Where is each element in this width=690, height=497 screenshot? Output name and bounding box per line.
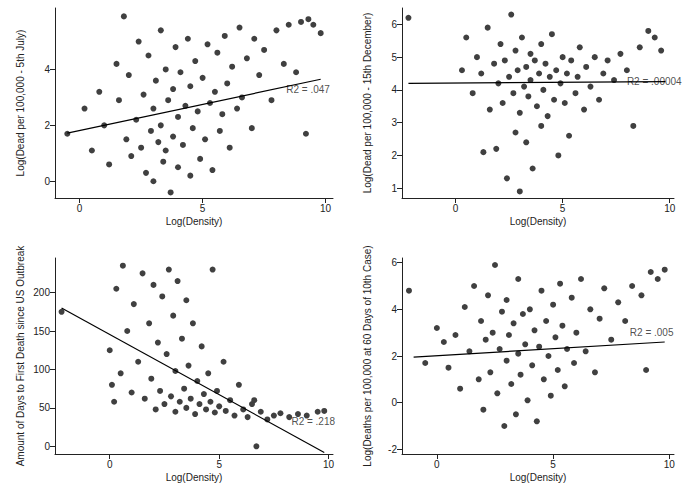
svg-text:4: 4 [44, 64, 50, 75]
svg-text:R2 = .218: R2 = .218 [291, 416, 335, 427]
svg-text:Log(Dead per 100,000 - 5th Jul: Log(Dead per 100,000 - 5th July) [15, 30, 26, 177]
svg-text:Log(Density): Log(Density) [510, 216, 567, 227]
svg-text:5: 5 [391, 52, 397, 63]
svg-text:0: 0 [453, 203, 459, 214]
svg-text:0: 0 [391, 397, 397, 408]
svg-text:2: 2 [44, 120, 50, 131]
svg-text:2: 2 [391, 150, 397, 161]
svg-text:0: 0 [77, 203, 83, 214]
svg-text:3: 3 [391, 117, 397, 128]
svg-text:R2 = .047: R2 = .047 [286, 83, 330, 95]
svg-text:5: 5 [216, 459, 222, 470]
svg-text:0: 0 [44, 441, 50, 452]
svg-text:4: 4 [391, 304, 397, 315]
svg-text:10: 10 [323, 459, 335, 470]
svg-text:Log(Density): Log(Density) [510, 472, 567, 483]
svg-text:R2 = .00004: R2 = .00004 [626, 76, 682, 88]
svg-text:Amount of Days to First Death: Amount of Days to First Death since US O… [15, 245, 26, 467]
svg-text:1: 1 [391, 183, 397, 194]
svg-text:Log(Density): Log(Density) [166, 216, 223, 227]
svg-text:R2 = .005: R2 = .005 [630, 327, 674, 338]
svg-text:150: 150 [33, 326, 50, 337]
svg-text:10: 10 [320, 203, 332, 214]
svg-text:5: 5 [200, 203, 206, 214]
svg-text:2: 2 [391, 351, 397, 362]
svg-text:-2: -2 [388, 444, 397, 455]
svg-text:4: 4 [391, 84, 397, 95]
svg-text:50: 50 [39, 402, 51, 413]
svg-text:0: 0 [434, 459, 440, 470]
svg-text:10: 10 [664, 459, 676, 470]
svg-text:100: 100 [33, 364, 50, 375]
svg-text:200: 200 [33, 287, 50, 298]
svg-text:6: 6 [391, 257, 397, 268]
svg-text:5: 5 [560, 203, 566, 214]
svg-text:0: 0 [107, 459, 113, 470]
svg-text:10: 10 [664, 203, 676, 214]
svg-text:Log(Deaths per 100,000 at 60 D: Log(Deaths per 100,000 at 60 Days of 10t… [362, 245, 373, 466]
svg-text:Log(Dead per 100,000 - 15th De: Log(Dead per 100,000 - 15th December) [362, 13, 373, 194]
svg-text:5: 5 [550, 459, 556, 470]
svg-text:Log(Density): Log(Density) [166, 472, 223, 483]
svg-text:0: 0 [44, 176, 50, 187]
svg-text:6: 6 [391, 19, 397, 30]
